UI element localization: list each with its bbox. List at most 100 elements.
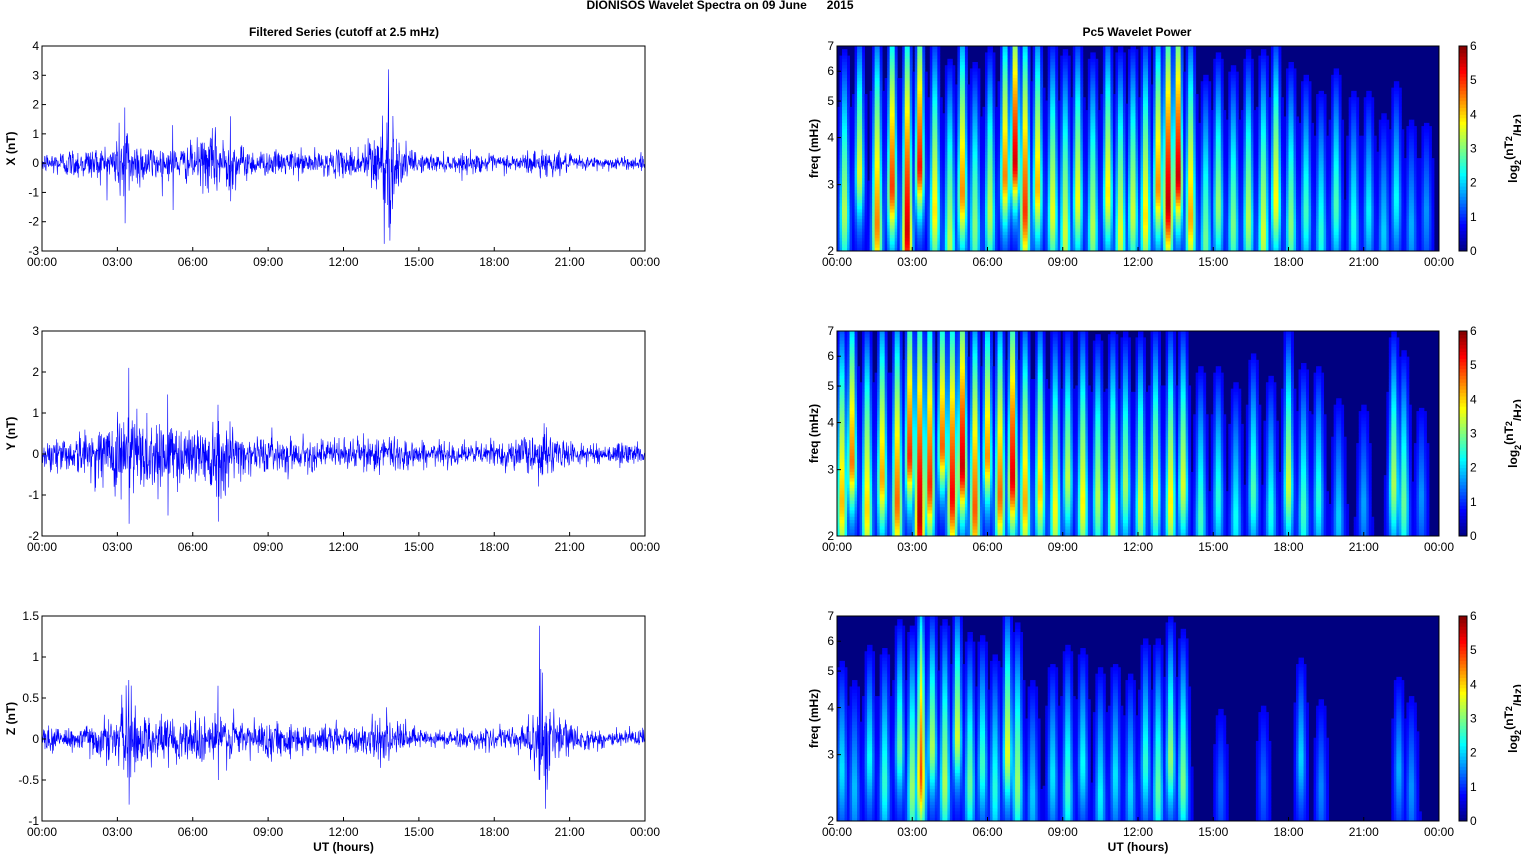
x-tick-label: 15:00 <box>404 540 434 554</box>
colorbar-tick-label: 6 <box>1470 609 1477 623</box>
y-tick-label: 3 <box>32 324 39 338</box>
x-tick-label: 15:00 <box>404 255 434 269</box>
x-tick-label: 12:00 <box>1123 540 1153 554</box>
left-column-title: Filtered Series (cutoff at 2.5 mHz) <box>249 25 439 39</box>
x-tick-label: 18:00 <box>1273 540 1303 554</box>
x-axis-label: UT (hours) <box>313 840 374 854</box>
x-tick-label: 00:00 <box>27 540 57 554</box>
y-axis-label: Y (nT) <box>4 417 18 451</box>
colorbar-tick-label: 1 <box>1470 210 1477 224</box>
x-tick-label: 21:00 <box>1349 540 1379 554</box>
plot-frame <box>42 616 645 821</box>
right-column-title: Pc5 Wavelet Power <box>1083 25 1192 39</box>
x-tick-label: 12:00 <box>1123 255 1153 269</box>
figure-title: DIONISOS Wavelet Spectra on 09 June 2015 <box>587 0 854 12</box>
y-tick-label: 3 <box>32 68 39 82</box>
y-tick-label: 0.5 <box>22 691 39 705</box>
x-tick-label: 03:00 <box>897 540 927 554</box>
x-tick-label: 06:00 <box>972 825 1002 839</box>
x-tick-label: 09:00 <box>253 825 283 839</box>
colorbar-tick-label: 0 <box>1470 529 1477 543</box>
x-tick-label: 09:00 <box>253 540 283 554</box>
colorbar-tick-label: 5 <box>1470 643 1477 657</box>
y-tick-label: 1 <box>32 127 39 141</box>
colorbar-tick-label: 3 <box>1470 427 1477 441</box>
y-tick-label: 3 <box>827 463 834 477</box>
colorbar-tick-label: 6 <box>1470 39 1477 53</box>
x-tick-label: 15:00 <box>1198 255 1228 269</box>
y-tick-label: 5 <box>827 94 834 108</box>
x-tick-label: 06:00 <box>972 540 1002 554</box>
x-tick-label: 15:00 <box>1198 540 1228 554</box>
x-tick-label: 00:00 <box>27 255 57 269</box>
x-tick-label: 00:00 <box>630 540 660 554</box>
x-tick-label: 00:00 <box>630 255 660 269</box>
y-axis-label: freq (mHz) <box>807 119 821 178</box>
x-tick-label: 00:00 <box>27 825 57 839</box>
y-tick-label: 7 <box>827 324 834 338</box>
x-tick-label: 12:00 <box>1123 825 1153 839</box>
y-tick-label: -1 <box>28 488 39 502</box>
y-tick-label: -1 <box>28 185 39 199</box>
y-tick-label: 6 <box>827 64 834 78</box>
series-line <box>42 626 645 809</box>
y-tick-label: 4 <box>32 39 39 53</box>
x-tick-label: 12:00 <box>328 255 358 269</box>
x-tick-label: 00:00 <box>1424 825 1454 839</box>
y-tick-label: 6 <box>827 349 834 363</box>
y-tick-label: 1 <box>32 650 39 664</box>
y-tick-label: 1.5 <box>22 609 39 623</box>
x-tick-label: 09:00 <box>1048 825 1078 839</box>
y-tick-label: 4 <box>827 416 834 430</box>
x-tick-label: 15:00 <box>404 825 434 839</box>
y-axis-label: Z (nT) <box>4 702 18 735</box>
colorbar-tick-label: 4 <box>1470 392 1477 406</box>
plot-frame <box>42 46 645 251</box>
colorbar-tick-label: 5 <box>1470 358 1477 372</box>
x-tick-label: 03:00 <box>897 825 927 839</box>
x-tick-label: 06:00 <box>972 255 1002 269</box>
x-axis-label: UT (hours) <box>1108 840 1169 854</box>
y-tick-label: -0.5 <box>18 773 39 787</box>
x-tick-label: 18:00 <box>479 825 509 839</box>
x-tick-label: 21:00 <box>1349 255 1379 269</box>
y-tick-label: 4 <box>827 701 834 715</box>
colorbar-tick-label: 4 <box>1470 107 1477 121</box>
y-tick-label: 6 <box>827 634 834 648</box>
x-tick-label: 06:00 <box>178 255 208 269</box>
x-tick-label: 18:00 <box>479 255 509 269</box>
colorbar-tick-label: 1 <box>1470 495 1477 509</box>
y-tick-label: 4 <box>827 131 834 145</box>
colorbar-tick-label: 2 <box>1470 461 1477 475</box>
colorbar-tick-label: 3 <box>1470 142 1477 156</box>
colorbar-tick-label: 0 <box>1470 814 1477 828</box>
y-tick-label: 1 <box>32 406 39 420</box>
y-tick-label: 2 <box>32 365 39 379</box>
y-tick-label: 5 <box>827 379 834 393</box>
x-tick-label: 09:00 <box>253 255 283 269</box>
wavelet-panel-2: 2 3 4 5 6 7 00:00 03:00 06:00 09:00 12:00 15:00 18:0… <box>807 324 1521 554</box>
series-panel-3: -1-0.500.511.500:00 03:00 06:00 09:00 12:00 1… <box>4 609 660 854</box>
x-tick-label: 18:00 <box>1273 255 1303 269</box>
x-tick-label: 15:00 <box>1198 825 1228 839</box>
x-tick-label: 00:00 <box>822 540 852 554</box>
y-tick-label: 3 <box>827 178 834 192</box>
series-line <box>42 368 645 524</box>
y-tick-label: 3 <box>827 748 834 762</box>
y-tick-label: 0 <box>32 732 39 746</box>
colorbar-tick-label: 2 <box>1470 746 1477 760</box>
x-tick-label: 00:00 <box>822 255 852 269</box>
x-tick-label: 03:00 <box>102 825 132 839</box>
series-line <box>42 69 645 244</box>
y-tick-label: 0 <box>32 447 39 461</box>
x-tick-label: 09:00 <box>1048 540 1078 554</box>
colorbar: 0123456log2(nT2/Hz) <box>1459 39 1521 258</box>
y-axis-label: freq (mHz) <box>807 689 821 748</box>
x-tick-label: 21:00 <box>555 825 585 839</box>
x-tick-label: 00:00 <box>1424 540 1454 554</box>
colorbar-label: log2(nT2/Hz) <box>1502 684 1521 753</box>
